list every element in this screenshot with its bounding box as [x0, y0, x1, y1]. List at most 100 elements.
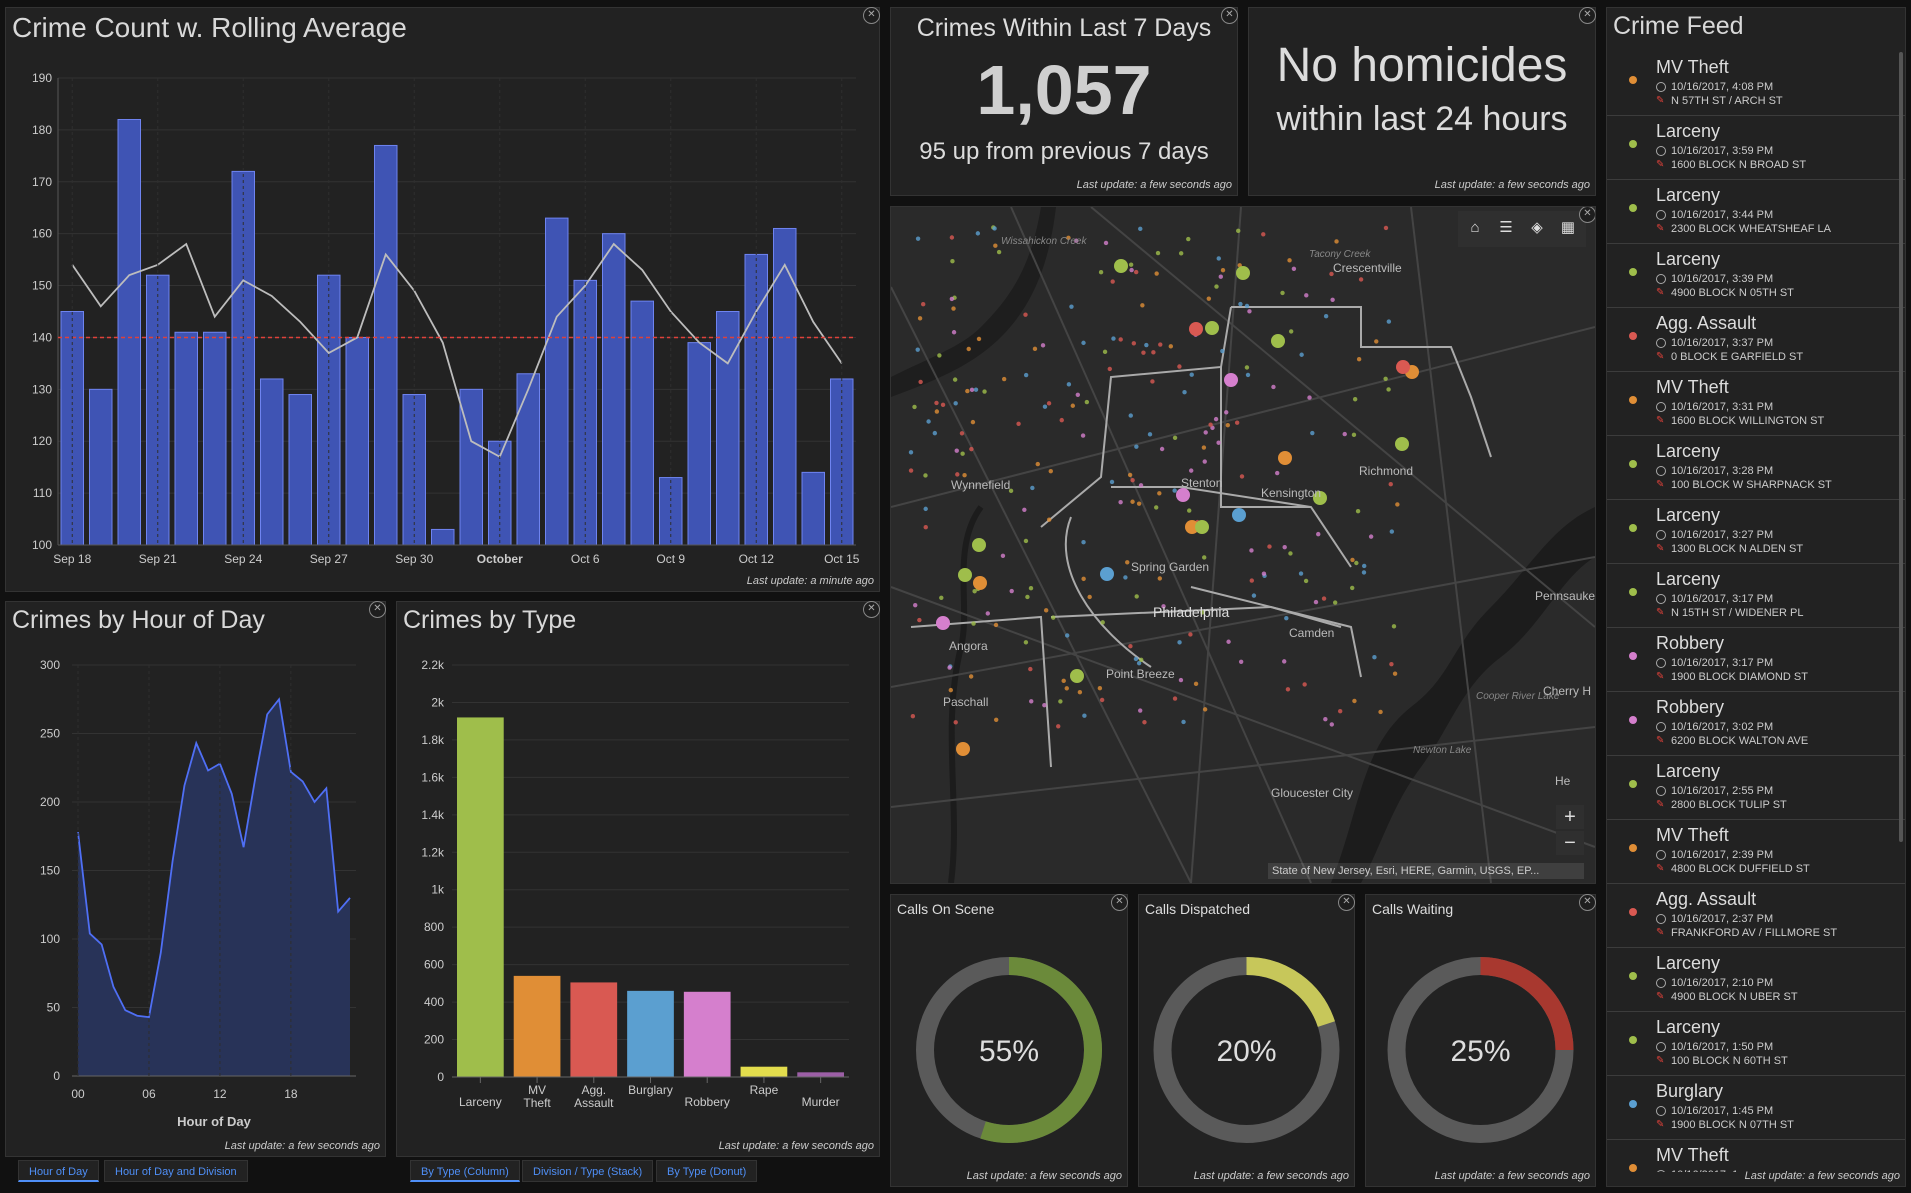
bar: [203, 331, 227, 546]
incident-cluster: [1189, 322, 1203, 336]
feed-item[interactable]: Larceny 10/16/2017, 3:39 PM ✎ 4900 BLOCK N …: [1607, 244, 1905, 308]
feed-item[interactable]: Agg. Assault 10/16/2017, 3:37 PM ✎ 0 BLOCK …: [1607, 308, 1905, 372]
tab-division-type-stack[interactable]: Division / Type (Stack): [522, 1160, 654, 1182]
x-tick-label: Rape: [750, 1083, 779, 1097]
feed-item-time: 10/16/2017, 3:27 PM: [1671, 529, 1774, 541]
incident-point: [1133, 656, 1139, 662]
incident-point: [1098, 270, 1104, 275]
home-icon[interactable]: ⌂: [1470, 219, 1480, 236]
expand-icon[interactable]: ✕: [1579, 7, 1596, 24]
incident-point: [1134, 594, 1139, 599]
gauge-value: 55%: [979, 1035, 1039, 1068]
incident-point: [1077, 689, 1083, 695]
homicide-panel: No homicides within last 24 hours Last u…: [1248, 7, 1596, 196]
feed-scrollbar[interactable]: [1899, 52, 1903, 842]
incident-point: [1154, 505, 1159, 510]
y-tick-label: 100: [32, 538, 52, 552]
feed-dot: [1629, 1164, 1637, 1172]
tab-hour-of-day[interactable]: Hour of Day: [18, 1160, 99, 1182]
feed-item[interactable]: Burglary 10/16/2017, 1:45 PM ✎ 1900 BLOCK N…: [1607, 1076, 1905, 1140]
feed-item[interactable]: Larceny 10/16/2017, 2:55 PM ✎ 2800 BLOCK TU…: [1607, 756, 1905, 820]
feed-item-type: Larceny: [1656, 121, 1721, 141]
map-label: Spring Garden: [1131, 560, 1209, 574]
incident-point: [1080, 433, 1086, 438]
list-icon[interactable]: ☰: [1499, 219, 1513, 236]
incident-point: [1285, 687, 1291, 692]
clock-icon: [1656, 338, 1666, 348]
incident-point: [1386, 387, 1391, 392]
map-label: Wynnefield: [951, 478, 1010, 492]
gauge-donut: 25%: [1387, 957, 1574, 1143]
incident-point: [996, 249, 1002, 255]
expand-icon[interactable]: ✕: [1111, 894, 1128, 911]
feed-item[interactable]: MV Theft 10/16/2017, 4:08 PM ✎ N 57TH ST / …: [1607, 52, 1905, 116]
expand-icon[interactable]: ✕: [863, 601, 880, 618]
incident-point: [985, 611, 990, 616]
map-label: Philadelphia: [1153, 604, 1229, 620]
expand-icon[interactable]: ✕: [1579, 894, 1596, 911]
incident-point: [1134, 444, 1139, 449]
feed-dot: [1629, 844, 1637, 852]
y-tick-label: 200: [40, 795, 60, 809]
tab-by-type-column[interactable]: By Type (Column): [410, 1160, 520, 1182]
incident-point: [1216, 440, 1221, 445]
incident-point: [1087, 594, 1092, 600]
y-tick-label: 190: [32, 71, 52, 85]
feed-item[interactable]: Agg. Assault 10/16/2017, 2:37 PM ✎ FRANKFOR…: [1607, 884, 1905, 948]
feed-item[interactable]: Larceny 10/16/2017, 1:50 PM ✎ 100 BLOCK N 6…: [1607, 1012, 1905, 1076]
y-tick-label: 120: [32, 434, 52, 448]
feed-item[interactable]: Larceny 10/16/2017, 3:17 PM ✎ N 15TH ST / W…: [1607, 564, 1905, 628]
incident-point: [1307, 395, 1312, 400]
zoom-out-button[interactable]: −: [1556, 831, 1584, 855]
feed-item[interactable]: Larceny 10/16/2017, 3:27 PM ✎ 1300 BLOCK N …: [1607, 500, 1905, 564]
expand-icon[interactable]: ✕: [1579, 207, 1595, 223]
bar: [457, 717, 504, 1077]
incident-point: [960, 451, 965, 456]
feed-item[interactable]: Larceny 10/16/2017, 3:44 PM ✎ 2300 BLOCK WH…: [1607, 180, 1905, 244]
incident-point: [1107, 366, 1112, 372]
incident-point: [1236, 228, 1241, 234]
feed-item[interactable]: MV Theft 10/16/2017, 2:39 PM ✎ 4800 BLOCK D…: [1607, 820, 1905, 884]
feed-item[interactable]: MV Theft 10/16/2017, 3:31 PM ✎ 1600 BLOCK W…: [1607, 372, 1905, 436]
tab-hour-of-day-and-division[interactable]: Hour of Day and Division: [104, 1160, 248, 1182]
expand-icon[interactable]: ✕: [1338, 894, 1355, 911]
feed-item[interactable]: Robbery 10/16/2017, 3:02 PM ✎ 6200 BLOCK WA…: [1607, 692, 1905, 756]
map-panel[interactable]: Wissahickon Creek Tacony Creek Crescentv…: [890, 206, 1596, 884]
feed-item[interactable]: Robbery 10/16/2017, 3:17 PM ✎ 1900 BLOCK DI…: [1607, 628, 1905, 692]
gauge-donut: 55%: [916, 957, 1102, 1143]
x-tick-label: 00: [71, 1087, 85, 1101]
incident-point: [1056, 724, 1061, 729]
incident-point: [1061, 678, 1066, 684]
incident-point: [1023, 312, 1028, 317]
expand-icon[interactable]: ✕: [369, 601, 386, 618]
clock-icon: [1656, 530, 1666, 540]
incident-point: [1138, 708, 1143, 713]
feed-item-type: Larceny: [1656, 1017, 1721, 1037]
incident-point: [1074, 238, 1079, 243]
feed-item[interactable]: Larceny 10/16/2017, 3:59 PM ✎ 1600 BLOCK N …: [1607, 116, 1905, 180]
feed-item-time: 10/16/2017, 1:45 PM: [1671, 1105, 1774, 1117]
layers-icon[interactable]: ◈: [1531, 219, 1543, 236]
y-tick-label: 300: [40, 658, 60, 672]
map-canvas[interactable]: Wissahickon Creek Tacony Creek Crescentv…: [891, 207, 1595, 883]
bar: [801, 471, 825, 546]
map-label: Crescentville: [1333, 261, 1402, 275]
incident-point: [910, 714, 916, 719]
feed-item[interactable]: Larceny 10/16/2017, 2:10 PM ✎ 4900 BLOCK N …: [1607, 948, 1905, 1012]
incident-point: [1299, 352, 1304, 357]
incident-point: [1008, 488, 1014, 494]
crime-feed-list[interactable]: MV Theft 10/16/2017, 4:08 PM ✎ N 57TH ST / …: [1607, 52, 1905, 1172]
tab-by-type-donut[interactable]: By Type (Donut): [656, 1160, 758, 1182]
incident-point: [949, 235, 955, 240]
feed-item-address: 4900 BLOCK N 05TH ST: [1671, 287, 1794, 299]
pin-icon: ✎: [1656, 479, 1665, 490]
y-tick-label: 400: [424, 995, 444, 1009]
incident-point: [1000, 553, 1006, 558]
x-tick-label: 18: [284, 1087, 298, 1101]
feed-item[interactable]: Larceny 10/16/2017, 3:28 PM ✎ 100 BLOCK W S…: [1607, 436, 1905, 500]
expand-icon[interactable]: ✕: [1221, 7, 1238, 24]
basemap-gallery-icon[interactable]: ▦: [1560, 219, 1576, 236]
zoom-in-button[interactable]: +: [1556, 805, 1584, 829]
expand-icon[interactable]: ✕: [863, 7, 880, 24]
